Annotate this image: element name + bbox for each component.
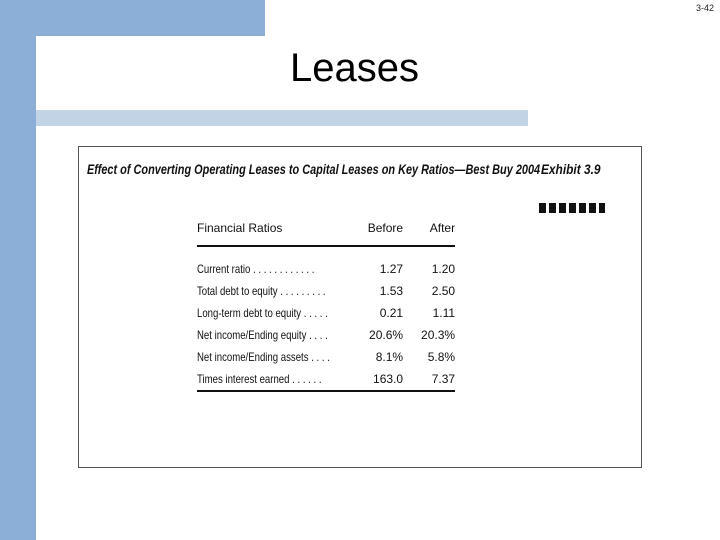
table-row: Current ratio . . . . . . . . . . . . 1.…: [197, 246, 455, 280]
ratio-name: Current ratio . . . . . . . . . . . .: [197, 262, 315, 276]
slide-title: Leases: [290, 46, 419, 90]
column-header-before: Before: [367, 221, 404, 235]
table-row: Total debt to equity . . . . . . . . . 1…: [197, 280, 455, 302]
ratio-before: 0.21: [379, 306, 404, 320]
ratio-before: 1.53: [379, 284, 404, 298]
ratio-before: 20.6%: [369, 328, 404, 342]
ratio-name: Total debt to equity . . . . . . . . .: [197, 284, 326, 298]
ratio-before: 163.0: [373, 372, 404, 386]
column-header-ratios: Financial Ratios: [197, 221, 283, 235]
ratio-after: 1.20: [431, 262, 456, 276]
decorative-top-bar: [0, 0, 265, 36]
exhibit-decorative-marks: [539, 203, 605, 213]
ratio-name: Net income/Ending equity . . . .: [197, 328, 328, 342]
ratio-after: 1.11: [432, 306, 456, 320]
ratio-name: Long-term debt to equity . . . . .: [197, 306, 328, 320]
table-row: Times interest earned . . . . . . 163.0 …: [197, 368, 455, 391]
ratio-before: 8.1%: [375, 350, 404, 364]
decorative-left-bar: [0, 0, 36, 540]
ratio-after: 5.8%: [427, 350, 456, 364]
exhibit-label: Exhibit 3.9: [541, 161, 601, 177]
ratio-after: 7.37: [431, 372, 456, 386]
exhibit-title: Effect of Converting Operating Leases to…: [87, 161, 541, 177]
table-bottom-rule: [197, 390, 456, 404]
table-row: Long-term debt to equity . . . . . 0.21 …: [197, 302, 455, 324]
ratios-table: Financial Ratios Before After Current ra…: [197, 219, 456, 404]
decorative-title-underline: [36, 110, 528, 126]
ratio-before: 1.27: [379, 262, 404, 276]
ratio-after: 2.50: [431, 284, 456, 298]
ratio-after: 20.3%: [421, 328, 456, 342]
column-header-after: After: [429, 221, 456, 235]
slide-number: 3-42: [695, 3, 714, 13]
exhibit-image: Effect of Converting Operating Leases to…: [78, 146, 642, 468]
ratio-name: Net income/Ending assets . . . .: [197, 350, 330, 364]
table-row: Net income/Ending assets . . . . 8.1% 5.…: [197, 346, 455, 368]
table-header-row: Financial Ratios Before After: [197, 219, 456, 246]
table-row: Net income/Ending equity . . . . 20.6% 2…: [197, 324, 455, 346]
ratio-name: Times interest earned . . . . . .: [197, 372, 322, 386]
